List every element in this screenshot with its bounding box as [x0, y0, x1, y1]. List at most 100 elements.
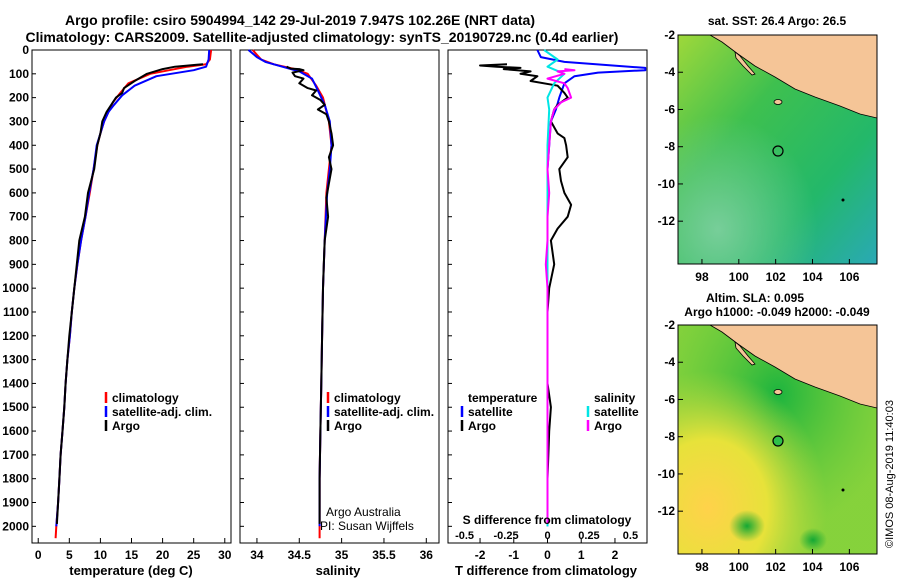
depth-tick-label: 1200	[2, 329, 29, 343]
s-tick-label: -0.5	[455, 530, 474, 542]
depth-tick-label: 400	[9, 138, 29, 152]
sla-mark-small	[841, 488, 845, 492]
legend-label-satellite: satellite-adj. clim.	[112, 405, 212, 419]
lat-tick-label: -4	[664, 355, 675, 369]
depth-tick-label: 1400	[2, 376, 29, 390]
difference-s-ticks: -0.5 -0.25 0 0.25 0.5	[455, 530, 638, 542]
series-argo	[55, 63, 204, 524]
title-line-2: Climatology: CARS2009. Satellite-adjuste…	[26, 29, 619, 45]
sst-map-title: sat. SST: 26.4 Argo: 26.5	[708, 14, 847, 28]
x-tick-label: 34	[250, 548, 264, 562]
depth-tick-label: 2000	[2, 519, 29, 533]
legend-label-sal-argo: Argo	[594, 419, 622, 433]
sla-map-title-1: Altim. SLA: 0.095	[706, 291, 804, 305]
lat-tick-label: -12	[658, 214, 676, 228]
lon-tick-label: 98	[695, 270, 709, 284]
legend-title-salinity: salinity	[594, 391, 636, 405]
x-tick-label: 0	[544, 548, 551, 562]
difference-xlabel: T difference from climatology	[455, 563, 638, 578]
depth-tick-label: 1700	[2, 448, 29, 462]
sst-map-frame	[677, 34, 878, 265]
legend-label-satellite: satellite-adj. clim.	[334, 405, 434, 419]
depth-tick-label: 200	[9, 91, 29, 105]
x-tick-label: 20	[156, 548, 170, 562]
sst-float-marker	[772, 145, 784, 157]
watermark: ©IMOS 08-Aug-2019 11:40:03	[884, 400, 896, 548]
s-tick-label: 0.5	[623, 530, 638, 542]
series-climatology	[54, 49, 213, 539]
depth-tick-label: 1600	[2, 424, 29, 438]
lat-tick-label: -2	[664, 318, 675, 332]
lat-tick-label: -2	[664, 28, 675, 42]
lon-tick-label: 104	[802, 560, 822, 574]
salinity-x-ticks: 34 34.5 35 35.5 36	[250, 538, 433, 562]
lat-tick-label: -4	[664, 65, 675, 79]
x-tick-label: 5	[66, 548, 73, 562]
sst-island	[734, 51, 756, 76]
series-temperature-argo	[479, 63, 573, 524]
lon-tick-label: 100	[729, 560, 749, 574]
salinity-xlabel: salinity	[316, 563, 362, 578]
legend-label-sal-satellite: satellite	[594, 405, 639, 419]
salinity-panel: 34 34.5 35 35.5 36 salinity climatology sate…	[239, 49, 440, 578]
lat-tick-label: -10	[658, 177, 676, 191]
depth-tick-label: 600	[9, 186, 29, 200]
x-tick-label: 30	[218, 548, 232, 562]
credit-line-1: Argo Australia	[326, 505, 401, 519]
depth-tick-label: 100	[9, 67, 29, 81]
lon-tick-label: 106	[839, 270, 859, 284]
x-tick-label: 0	[35, 548, 42, 562]
sla-map-title-2: Argo h1000: -0.049 h2000: -0.049	[684, 305, 870, 319]
depth-tick-label: 900	[9, 257, 29, 271]
difference-series	[448, 49, 647, 527]
s-tick-label: 0.25	[578, 530, 599, 542]
lon-tick-label: 106	[839, 560, 859, 574]
legend-title-temperature: temperature	[468, 391, 538, 405]
s-tick-label: 0	[544, 530, 550, 542]
sst-map: sat. SST: 26.4 Argo: 26.5 98 100 102 104 106…	[658, 14, 878, 284]
lon-tick-label: 100	[729, 270, 749, 284]
salinity-legend: climatology satellite-adj. clim. Argo	[326, 391, 434, 433]
lon-tick-label: 102	[766, 270, 786, 284]
x-tick-label: 25	[187, 548, 201, 562]
title-line-1: Argo profile: csiro 5904994_142 29-Jul-2…	[65, 12, 535, 28]
lat-tick-label: -8	[664, 140, 675, 154]
x-tick-label: -2	[475, 548, 486, 562]
salinity-plot-frame	[239, 49, 440, 544]
credit-line-2: PI: Susan Wijffels	[320, 519, 414, 533]
x-tick-label: 15	[125, 548, 139, 562]
depth-tick-label: 800	[9, 234, 29, 248]
x-tick-label: 35.5	[372, 548, 396, 562]
temperature-xlabel: temperature (deg C)	[69, 563, 193, 578]
depth-tick-label: 1900	[2, 496, 29, 510]
sst-axis-ticks: 98 100 102 104 106 -2 -4 -6 -8 -10 -12	[658, 28, 860, 284]
depth-tick-label: 1100	[3, 305, 29, 319]
x-tick-label: 34.5	[288, 548, 312, 562]
legend-label-climatology: climatology	[112, 391, 179, 405]
lat-tick-label: -6	[664, 392, 675, 406]
depth-tick-label: 1300	[2, 353, 29, 367]
sla-sea-spot-1	[729, 510, 765, 542]
sla-island-small	[773, 389, 783, 395]
legend-label-temp-argo: Argo	[468, 419, 496, 433]
series-satellite-adj-clim	[55, 49, 211, 527]
x-tick-label: 1	[578, 548, 585, 562]
sla-map: Altim. SLA: 0.095 Argo h1000: -0.049 h20…	[658, 291, 878, 574]
depth-tick-label: 0	[22, 43, 29, 57]
series-temperature-satellite	[536, 49, 647, 527]
depth-axis: 0 100 200 300 400 500 600 700 800 900 1000 1100 1200…	[2, 43, 29, 533]
depth-tick-label: 1800	[2, 472, 29, 486]
legend-label-climatology: climatology	[334, 391, 401, 405]
s-tick-label: -0.25	[494, 530, 519, 542]
temperature-plot-frame	[31, 49, 232, 544]
lon-tick-label: 104	[802, 270, 822, 284]
difference-s-xlabel: S difference from climatology	[463, 513, 632, 527]
legend-label-argo: Argo	[334, 419, 362, 433]
temperature-x-ticks: 0 5 10 15 20 25 30	[35, 538, 232, 562]
x-tick-label: -1	[508, 548, 519, 562]
lon-tick-label: 102	[766, 560, 786, 574]
temperature-legend: climatology satellite-adj. clim. Argo	[104, 391, 212, 433]
temperature-panel: 0 5 10 15 20 25 30 temperature (deg C) climato…	[31, 49, 232, 578]
sla-float-marker	[772, 435, 784, 447]
